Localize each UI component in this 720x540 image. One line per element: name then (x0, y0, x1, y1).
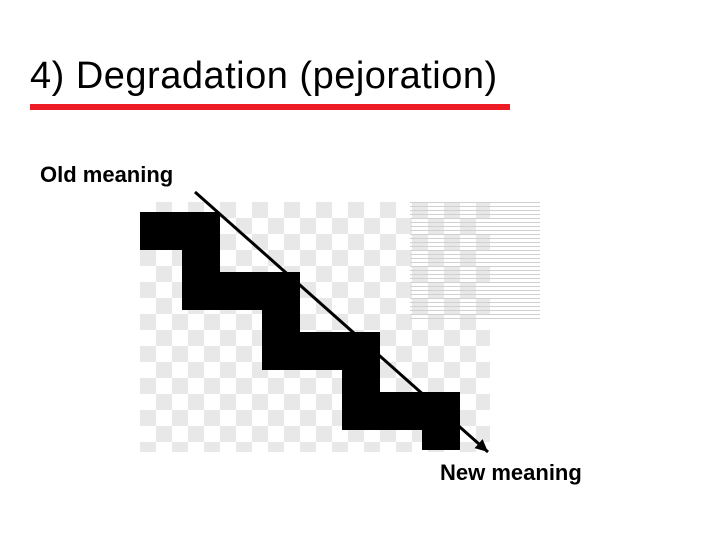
label-new-meaning: New meaning (440, 460, 582, 486)
slide-title: 4) Degradation (pejoration) (30, 55, 670, 98)
stairs-icon (140, 202, 500, 462)
label-old-meaning: Old meaning (40, 162, 173, 188)
slide: 4) Degradation (pejoration) Old meaning … (0, 0, 720, 540)
diagram (140, 202, 490, 452)
title-area: 4) Degradation (pejoration) (30, 55, 670, 110)
title-underline (30, 104, 510, 110)
